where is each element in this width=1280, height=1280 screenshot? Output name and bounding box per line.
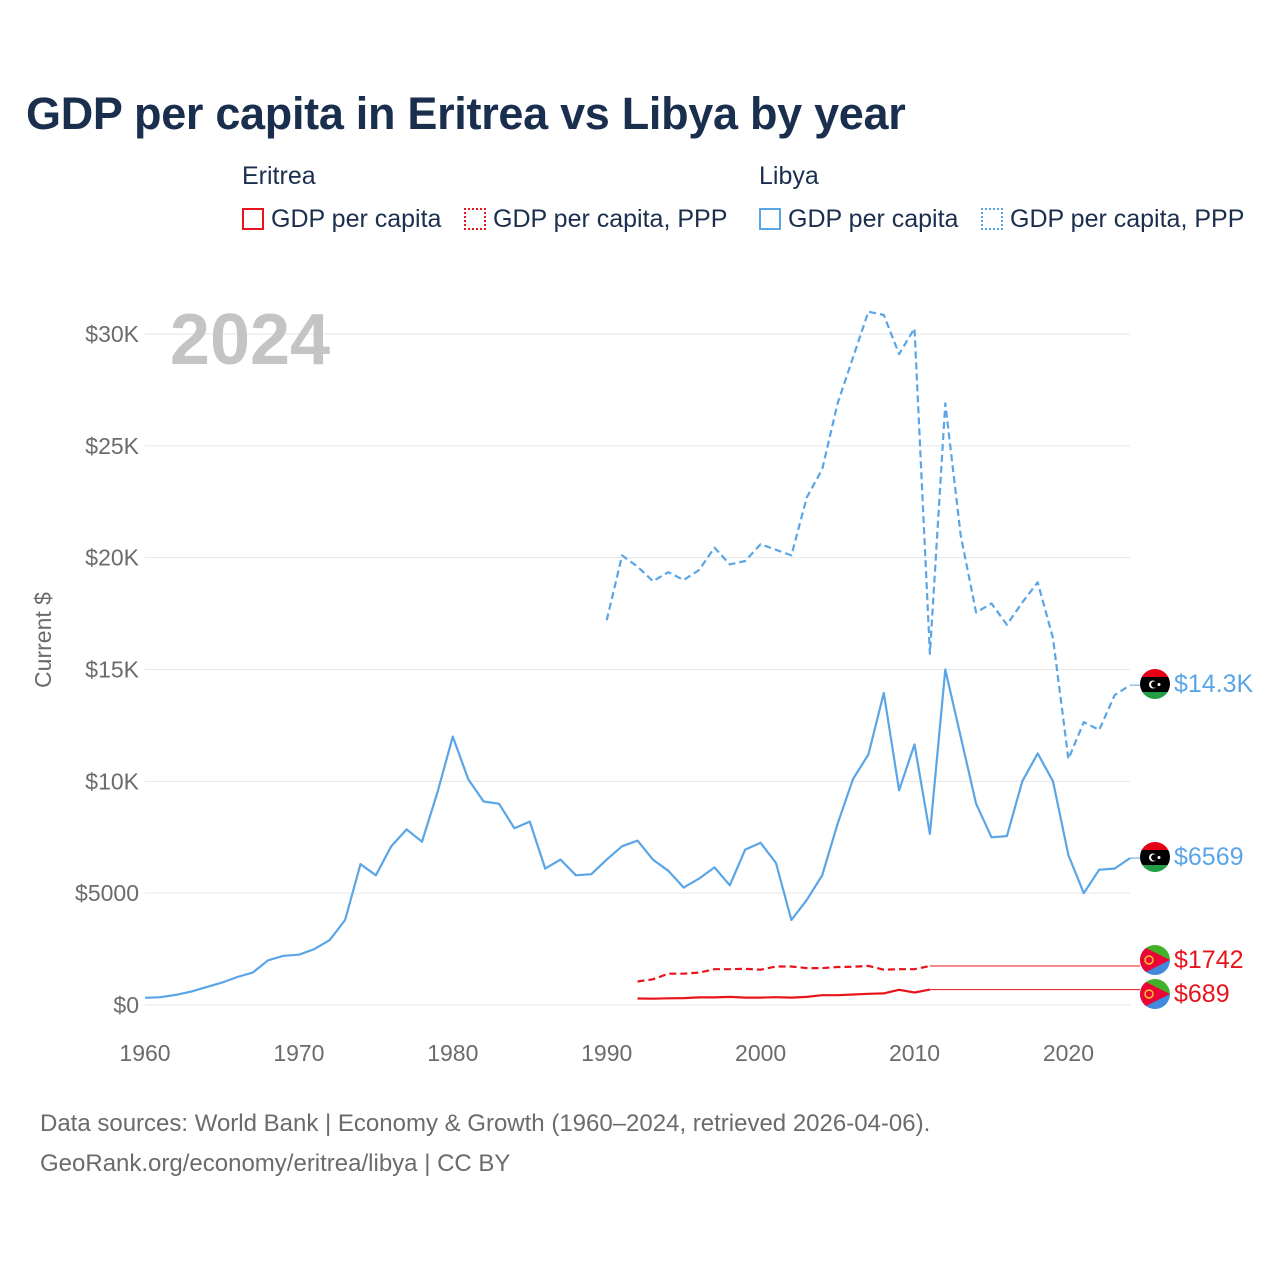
x-tick-label: 2000 bbox=[735, 1040, 786, 1066]
chart-title: GDP per capita in Eritrea vs Libya by ye… bbox=[26, 88, 906, 139]
legend-label: GDP per capita, PPP bbox=[493, 204, 728, 233]
y-tick-label: $30K bbox=[85, 321, 139, 347]
end-label-libya-gdp: $6569 bbox=[1174, 843, 1244, 871]
year-badge: 2024 bbox=[170, 300, 330, 380]
legend-swatch-solid-icon bbox=[759, 208, 781, 230]
x-tick-label: 1990 bbox=[581, 1040, 632, 1066]
legend-label: GDP per capita bbox=[788, 204, 959, 233]
footer: Data sources: World Bank | Economy & Gro… bbox=[40, 1104, 930, 1184]
x-tick-label: 2020 bbox=[1043, 1040, 1094, 1066]
legend-item-libya-gdp-ppp[interactable]: GDP per capita, PPP bbox=[981, 203, 1244, 235]
end-label-eritrea-gdp: $689 bbox=[1174, 980, 1230, 1008]
y-axis-label: Current $ bbox=[30, 592, 56, 688]
eritrea-flag-icon bbox=[1140, 979, 1170, 1009]
legend-swatch-dotted-icon bbox=[464, 208, 486, 230]
legend-swatch-solid-icon bbox=[242, 208, 264, 230]
legend-item-libya-gdp[interactable]: GDP per capita bbox=[759, 203, 958, 235]
series-line-libya-1[interactable] bbox=[605, 310, 1131, 761]
series-line-eritrea-2[interactable] bbox=[637, 964, 931, 983]
x-tick-label: 2010 bbox=[889, 1040, 940, 1066]
x-tick-label: 1970 bbox=[273, 1040, 324, 1066]
libya-flag-icon bbox=[1140, 669, 1170, 699]
legend-group-eritrea: Eritrea bbox=[242, 162, 316, 190]
legend-item-eritrea-gdp[interactable]: GDP per capita bbox=[242, 203, 441, 235]
y-tick-label: $0 bbox=[113, 992, 139, 1018]
series-line-libya-0[interactable] bbox=[144, 668, 1131, 999]
legend-group-libya: Libya bbox=[759, 162, 819, 190]
legend-swatch-dotted-icon bbox=[981, 208, 1003, 230]
legend-item-eritrea-gdp-ppp[interactable]: GDP per capita, PPP bbox=[464, 203, 727, 235]
libya-flag-icon bbox=[1140, 842, 1170, 872]
end-label-eritrea-ppp: $1742 bbox=[1174, 946, 1244, 974]
y-tick-label: $10K bbox=[85, 768, 139, 794]
end-label-libya-ppp: $14.3K bbox=[1174, 670, 1254, 698]
footer-link[interactable]: GeoRank.org/economy/eritrea/libya | CC B… bbox=[40, 1150, 511, 1177]
x-tick-label: 1960 bbox=[119, 1040, 170, 1066]
series-line-eritrea-3[interactable] bbox=[637, 988, 931, 1000]
y-tick-label: $20K bbox=[85, 545, 139, 571]
legend-label: GDP per capita, PPP bbox=[1010, 204, 1245, 233]
legend-label: GDP per capita bbox=[271, 204, 442, 233]
y-tick-label: $15K bbox=[85, 657, 139, 683]
eritrea-flag-icon bbox=[1140, 945, 1170, 975]
y-tick-label: $5000 bbox=[75, 880, 139, 906]
y-tick-label: $25K bbox=[85, 433, 139, 459]
footer-sources: Data sources: World Bank | Economy & Gro… bbox=[40, 1110, 931, 1137]
x-tick-label: 1980 bbox=[427, 1040, 478, 1066]
